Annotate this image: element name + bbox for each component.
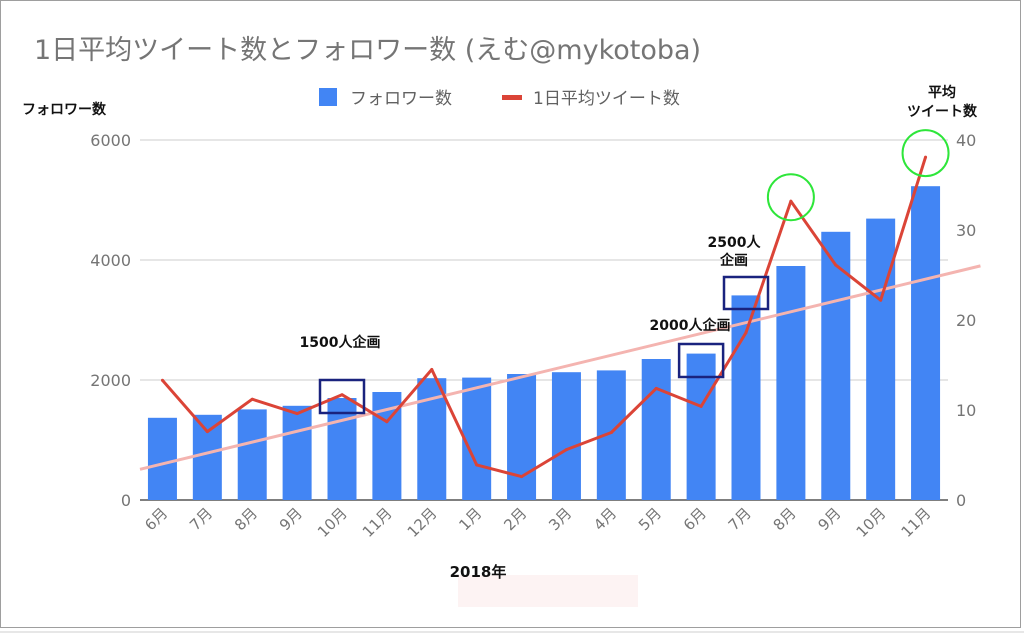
bar-followers bbox=[327, 398, 357, 500]
bar-followers bbox=[686, 353, 716, 500]
xlabel-highlight bbox=[458, 575, 638, 607]
bar-followers bbox=[821, 231, 851, 501]
bar-series-followers bbox=[147, 186, 941, 501]
point-tweets bbox=[699, 404, 703, 408]
point-tweets bbox=[205, 430, 209, 434]
point-tweets bbox=[564, 448, 568, 452]
legend-swatch-followers bbox=[319, 88, 337, 106]
bar-followers bbox=[282, 405, 312, 500]
bar-followers bbox=[507, 374, 537, 500]
annotation-box-2000 bbox=[677, 342, 725, 379]
legend-swatch-tweets bbox=[502, 95, 522, 100]
point-tweets bbox=[924, 155, 928, 159]
left-axis-ticks: 6000 4000 2000 0 bbox=[90, 131, 131, 510]
line-series-tweets bbox=[160, 155, 928, 479]
right-tick-label: 30 bbox=[956, 221, 976, 240]
legend: フォロワー数 1日平均ツイート数 bbox=[319, 88, 680, 109]
annotation-label-2500-line2: 企画 bbox=[719, 252, 748, 269]
annotation-label-2500-line1: 2500人 bbox=[708, 234, 762, 251]
bar-followers bbox=[462, 377, 492, 500]
bar-followers bbox=[911, 186, 941, 500]
left-tick-label: 4000 bbox=[90, 251, 131, 270]
right-tick-label: 0 bbox=[956, 491, 966, 510]
legend-label-tweets: 1日平均ツイート数 bbox=[533, 89, 680, 109]
left-tick-label: 6000 bbox=[90, 131, 131, 150]
chart-title: 1日平均ツイート数とフォロワー数 (えむ@mykotoba) bbox=[34, 35, 701, 66]
bar-followers bbox=[551, 372, 581, 500]
left-axis-title: フォロワー数 bbox=[22, 101, 107, 118]
highlight-circle bbox=[901, 129, 950, 178]
point-tweets bbox=[160, 378, 164, 382]
line-tweets bbox=[161, 156, 927, 479]
legend-label-followers: フォロワー数 bbox=[350, 89, 452, 109]
right-tick-label: 40 bbox=[956, 131, 976, 150]
point-tweets bbox=[430, 368, 434, 371]
right-tick-label: 20 bbox=[956, 311, 976, 330]
point-tweets bbox=[834, 263, 838, 267]
point-tweets bbox=[879, 298, 883, 302]
bar-followers bbox=[192, 414, 222, 500]
point-tweets bbox=[250, 397, 254, 401]
point-tweets bbox=[475, 463, 479, 467]
gridlines bbox=[140, 139, 948, 501]
x-axis-title: 2018年 bbox=[450, 563, 507, 581]
point-tweets bbox=[744, 331, 748, 335]
bar-followers bbox=[866, 218, 896, 500]
trendline-tweets bbox=[139, 264, 981, 471]
point-tweets bbox=[385, 420, 389, 424]
left-tick-label: 0 bbox=[121, 491, 131, 510]
bar-followers bbox=[641, 359, 671, 500]
right-axis-ticks: 40 30 20 10 0 bbox=[956, 131, 976, 510]
chart-frame bbox=[0, 0, 1021, 628]
annotation-label-2000: 2000人企画 bbox=[650, 317, 731, 334]
bar-followers bbox=[776, 266, 806, 500]
bar-followers bbox=[237, 409, 267, 500]
right-tick-label: 10 bbox=[956, 401, 976, 420]
point-tweets bbox=[654, 386, 658, 390]
point-tweets bbox=[789, 199, 793, 203]
point-tweets bbox=[520, 475, 524, 479]
highlight-circle bbox=[766, 173, 815, 222]
annotation-label-1500: 1500人企画 bbox=[300, 334, 381, 351]
trendline-layer bbox=[139, 264, 981, 471]
right-axis-title-line1: 平均 bbox=[928, 84, 956, 101]
point-tweets bbox=[609, 431, 613, 434]
point-tweets bbox=[340, 393, 344, 397]
left-tick-label: 2000 bbox=[90, 371, 131, 390]
annotation-box-2500 bbox=[722, 275, 770, 311]
annotation-box-1500 bbox=[318, 378, 366, 415]
right-axis-title-line2: ツイート数 bbox=[907, 103, 978, 120]
bar-followers bbox=[147, 417, 177, 500]
point-tweets bbox=[295, 412, 299, 416]
